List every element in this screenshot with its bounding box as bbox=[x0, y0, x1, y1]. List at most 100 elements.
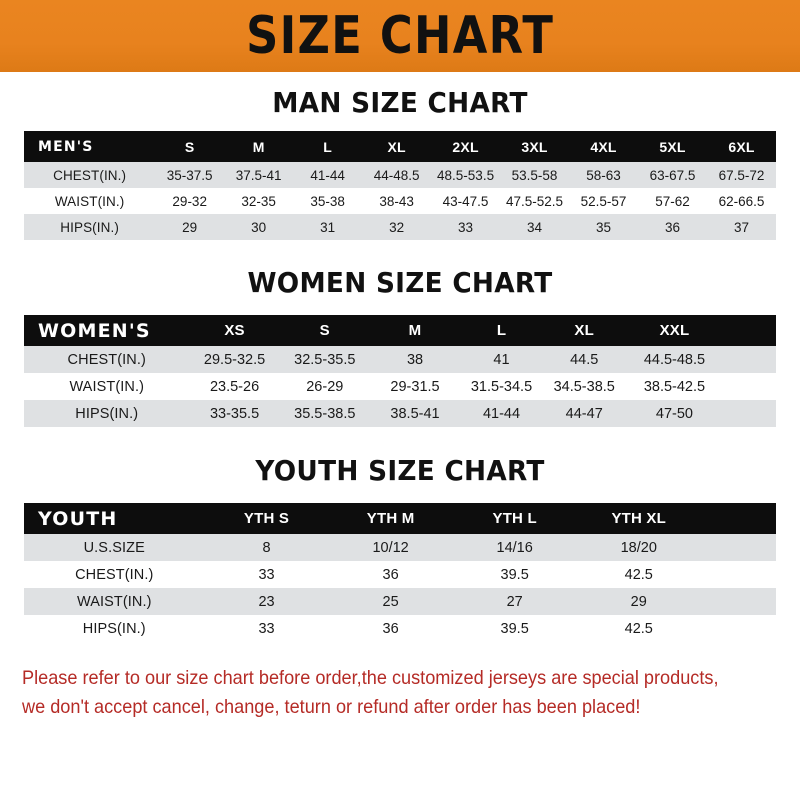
table-cell: 29 bbox=[182, 219, 198, 235]
table-cell: 29.5-32.5 bbox=[203, 351, 266, 368]
women-col-header: XL bbox=[574, 322, 594, 339]
table-cell: 32-35 bbox=[241, 193, 276, 209]
table-row: WAIST(IN.) 29-32 32-35 35-38 38-43 43-47… bbox=[24, 188, 776, 214]
table-cell: 18/20 bbox=[620, 539, 657, 556]
men-corner-label: MEN'S bbox=[38, 138, 94, 155]
table-cell: 63-67.5 bbox=[649, 167, 696, 183]
table-cell: 23.5-26 bbox=[209, 378, 260, 395]
men-col-header: XL bbox=[387, 138, 406, 155]
table-cell: 43-47.5 bbox=[442, 193, 489, 209]
table-row: U.S.SIZE 8 10/12 14/16 18/20 bbox=[24, 534, 776, 561]
row-label: WAIST(IN.) bbox=[54, 193, 125, 209]
men-table-wrapper: MEN'S S M L XL 2XL 3XL 4XL 5XL 6XL CHEST… bbox=[24, 131, 776, 240]
table-cell: 29 bbox=[630, 593, 647, 610]
table-cell: 42.5 bbox=[624, 566, 653, 583]
table-cell: 36 bbox=[382, 620, 399, 637]
women-table-header-row: WOMEN'S XS S M L XL XXL bbox=[24, 315, 776, 346]
row-label: HIPS(IN.) bbox=[60, 219, 119, 235]
youth-size-table: YOUTH YTH S YTH M YTH L YTH XL U.S.SIZE … bbox=[24, 503, 776, 642]
table-cell: 41-44 bbox=[310, 167, 345, 183]
table-cell: 57-62 bbox=[655, 193, 690, 209]
women-corner-label: WOMEN'S bbox=[38, 319, 151, 342]
row-label: U.S.SIZE bbox=[83, 539, 145, 556]
table-cell-empty bbox=[701, 561, 776, 588]
women-col-header: XS bbox=[224, 322, 245, 339]
table-cell: 35.5-38.5 bbox=[294, 405, 356, 422]
youth-col-header: YTH S bbox=[243, 510, 290, 527]
table-cell: 31 bbox=[320, 219, 336, 235]
women-col-header: M bbox=[408, 322, 422, 339]
row-label: HIPS(IN.) bbox=[82, 620, 146, 637]
table-cell: 35-37.5 bbox=[166, 167, 213, 183]
women-col-header-empty bbox=[723, 315, 776, 346]
table-cell: 36 bbox=[382, 566, 399, 583]
table-cell: 33 bbox=[258, 566, 275, 583]
men-section-title: MAN SIZE CHART bbox=[272, 86, 528, 119]
table-row: HIPS(IN.) 33 36 39.5 42.5 bbox=[24, 615, 776, 642]
youth-col-header: YTH XL bbox=[611, 510, 667, 527]
table-cell: 32 bbox=[389, 219, 405, 235]
women-col-header: XXL bbox=[659, 322, 690, 339]
table-cell: 33-35.5 bbox=[209, 405, 260, 422]
table-cell: 25 bbox=[382, 593, 399, 610]
youth-table-header-row: YOUTH YTH S YTH M YTH L YTH XL bbox=[24, 503, 776, 534]
row-label: CHEST(IN.) bbox=[53, 167, 127, 183]
women-section-title: WOMEN SIZE CHART bbox=[247, 266, 553, 299]
table-cell: 44-47 bbox=[565, 405, 603, 422]
youth-table-wrapper: YOUTH YTH S YTH M YTH L YTH XL U.S.SIZE … bbox=[24, 503, 776, 642]
row-label: HIPS(IN.) bbox=[75, 405, 139, 422]
table-cell-empty bbox=[701, 534, 776, 561]
table-cell: 26-29 bbox=[306, 378, 344, 395]
disclaimer-line-2: we don't accept cancel, change, teturn o… bbox=[22, 696, 641, 718]
youth-section-title: YOUTH SIZE CHART bbox=[255, 454, 545, 487]
table-cell-empty bbox=[723, 400, 776, 427]
table-cell: 27 bbox=[506, 593, 523, 610]
row-label: CHEST(IN.) bbox=[67, 351, 146, 368]
men-col-header: 6XL bbox=[728, 138, 755, 155]
table-cell: 41 bbox=[493, 351, 510, 368]
table-cell: 52.5-57 bbox=[580, 193, 627, 209]
row-label: WAIST(IN.) bbox=[69, 378, 144, 395]
table-cell: 67.5-72 bbox=[718, 167, 765, 183]
table-cell: 34 bbox=[527, 219, 543, 235]
table-cell: 38-43 bbox=[379, 193, 414, 209]
row-label: WAIST(IN.) bbox=[76, 593, 152, 610]
page-banner: SIZE CHART bbox=[0, 0, 800, 72]
table-cell: 62-66.5 bbox=[718, 193, 765, 209]
table-cell: 31.5-34.5 bbox=[470, 378, 533, 395]
table-cell: 34.5-38.5 bbox=[553, 378, 615, 395]
table-cell: 10/12 bbox=[372, 539, 409, 556]
table-cell: 8 bbox=[262, 539, 271, 556]
table-cell: 37.5-41 bbox=[235, 167, 282, 183]
table-cell-empty bbox=[701, 615, 776, 642]
men-size-table: MEN'S S M L XL 2XL 3XL 4XL 5XL 6XL CHEST… bbox=[24, 131, 776, 240]
table-cell: 42.5 bbox=[624, 620, 653, 637]
table-cell: 33 bbox=[258, 620, 275, 637]
table-cell: 29-32 bbox=[172, 193, 207, 209]
table-cell: 38 bbox=[406, 351, 424, 368]
table-cell: 44-48.5 bbox=[373, 167, 420, 183]
table-row: WAIST(IN.) 23 25 27 29 bbox=[24, 588, 776, 615]
disclaimer-text: Please refer to our size chart before or… bbox=[22, 664, 725, 722]
table-cell-empty bbox=[723, 373, 776, 400]
table-row: CHEST(IN.) 33 36 39.5 42.5 bbox=[24, 561, 776, 588]
table-cell: 38.5-42.5 bbox=[643, 378, 706, 395]
table-cell: 38.5-41 bbox=[390, 405, 440, 422]
men-col-header: 3XL bbox=[521, 138, 548, 155]
table-row: HIPS(IN.) 29 30 31 32 33 34 35 36 37 bbox=[24, 214, 776, 240]
table-cell: 48.5-53.5 bbox=[437, 167, 495, 183]
table-cell: 36 bbox=[664, 219, 680, 235]
men-col-header: 5XL bbox=[659, 138, 686, 155]
men-table-header-row: MEN'S S M L XL 2XL 3XL 4XL 5XL 6XL bbox=[24, 131, 776, 162]
youth-corner-label: YOUTH bbox=[38, 507, 118, 530]
table-cell: 58-63 bbox=[586, 167, 621, 183]
youth-col-header-empty bbox=[701, 503, 776, 534]
men-col-header: L bbox=[323, 138, 332, 155]
table-cell: 41-44 bbox=[482, 405, 521, 422]
table-cell: 33 bbox=[458, 219, 474, 235]
table-cell: 23 bbox=[258, 593, 275, 610]
table-cell: 44.5-48.5 bbox=[643, 351, 706, 368]
table-cell: 47-50 bbox=[655, 405, 693, 422]
women-table-wrapper: WOMEN'S XS S M L XL XXL CHEST(IN.) 29.5-… bbox=[24, 315, 776, 427]
table-cell: 37 bbox=[733, 219, 749, 235]
